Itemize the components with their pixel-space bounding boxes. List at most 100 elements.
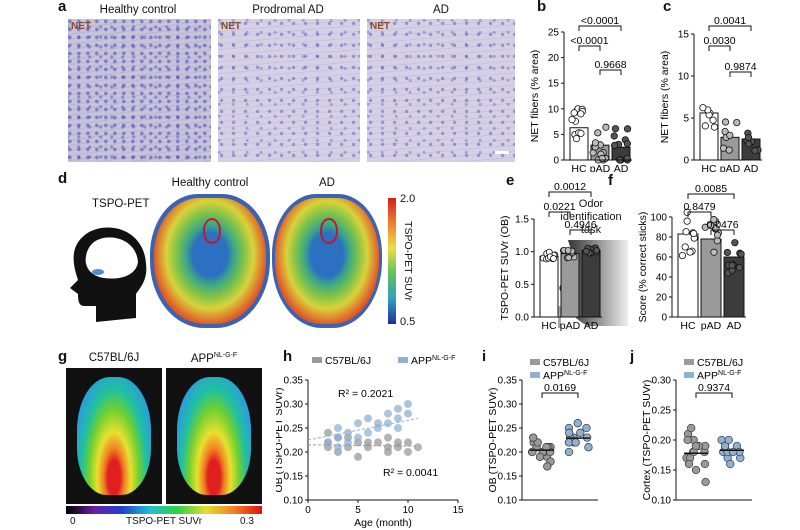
chart-j-y-tick-label: 0.25 <box>652 406 672 417</box>
chart-e-bar <box>560 253 580 318</box>
chart-f-data-point <box>735 263 744 272</box>
mouse-colorbar-max: 0.3 <box>240 516 254 527</box>
chart-h-r2-app: R² = 0.2021 <box>338 388 393 400</box>
chart-i-legend-swatch <box>530 359 540 365</box>
chart-j-data-point <box>700 459 710 469</box>
chart-e-y-tick-label: 1.0 <box>515 247 529 258</box>
scale-bar <box>495 151 509 154</box>
histology-image-ad: NET <box>367 19 515 162</box>
odor-label-line: Odor <box>578 198 604 210</box>
chart-f-data-point <box>731 239 739 247</box>
chart-e-x-tick-label: HC <box>541 320 557 332</box>
pet-title-ad: AD <box>319 177 335 189</box>
chart-h-data-point <box>334 424 342 432</box>
chart-i-sig-bracket <box>541 392 579 398</box>
chart-c-net-fibers: 0 5 10 15 NET fibers (% area) HC pAD AD 0.0041 0.… <box>659 15 762 172</box>
chart-b-data-point <box>611 125 620 133</box>
chart-f-sig-bracket <box>687 193 735 199</box>
chart-h-y-tick-label: 0.15 <box>284 472 304 483</box>
chart-f-data-point <box>683 217 691 225</box>
chart-b-data-point <box>623 140 631 148</box>
chart-j-y-tick-label: 0.30 <box>652 376 672 387</box>
chart-i-y-tick-label: 0.30 <box>498 400 518 411</box>
chart-h-x-tick-label: 10 <box>402 505 414 516</box>
chart-e-sig-label: 0.0221 <box>543 201 575 213</box>
chart-j-sig-label: 0.9374 <box>698 382 730 394</box>
chart-f-data-point <box>710 248 718 256</box>
chart-f-data-point <box>737 250 745 258</box>
chart-h-data-point <box>374 438 382 447</box>
histology-image-hc: NET <box>68 19 211 162</box>
chart-h-data-point <box>394 414 402 423</box>
chart-f-y-label: Score (% correct sticks) <box>637 212 649 323</box>
chart-i-y-tick-label: 0.10 <box>498 496 518 507</box>
chart-e-y-tick-label: 0.0 <box>515 313 529 324</box>
chart-h-data-point <box>364 428 372 437</box>
chart-c-data-point <box>709 116 717 124</box>
panel-letter-d: d <box>58 170 68 187</box>
chart-h-data-point <box>364 414 372 423</box>
chart-f-data-point <box>681 243 689 251</box>
chart-f-x-tick-label: HC <box>680 320 696 332</box>
chart-j-data-point <box>724 435 733 445</box>
chart-j-sig-bracket <box>695 392 733 398</box>
chart-h-y-tick-label: 0.35 <box>284 376 304 387</box>
chart-f-data-point <box>682 228 690 236</box>
chart-h-data-point <box>334 443 342 452</box>
chart-h-legend-swatch <box>398 357 408 363</box>
chart-e-data-point <box>593 246 600 254</box>
chart-b-data-point <box>577 129 585 137</box>
chart-f-data-point <box>723 248 731 257</box>
chart-j-data-point <box>687 423 696 433</box>
panel-letter-c: c <box>663 0 672 15</box>
panel-letter-h: h <box>283 348 293 365</box>
chart-e-data-point <box>565 254 573 262</box>
chart-h-data-point <box>394 404 402 413</box>
mouse-colorbar-label: TSPO-PET SUVr <box>125 516 203 527</box>
chart-c-x-tick-label: pAD <box>720 163 741 172</box>
chart-j-data-point <box>683 435 692 445</box>
chart-h-data-point <box>384 443 392 452</box>
chart-f-y-tick-label: 0 <box>661 313 667 324</box>
chart-h-data-point <box>354 433 362 442</box>
chart-j-legend-label: APPNL-G-F <box>697 370 741 382</box>
chart-j-data-point <box>684 459 694 469</box>
chart-b-data-point <box>568 115 576 124</box>
chart-f-data-point <box>713 231 722 239</box>
chart-h-legend-swatch <box>312 357 322 363</box>
chart-b-y-tick-label: 25 <box>548 28 560 39</box>
odor-task-label: Odor identification task <box>556 198 626 237</box>
chart-j-data-point <box>691 441 701 451</box>
chart-f-y-tick-label: 40 <box>656 273 668 284</box>
chart-c-data-point <box>733 118 741 127</box>
chart-h-data-point <box>404 400 412 408</box>
chart-i-y-label: OB (TSPO-PET SUVr) <box>487 387 499 492</box>
chart-c-data-point <box>699 104 707 112</box>
chart-i-legend-label: C57BL/6J <box>543 357 589 369</box>
chart-h-x-tick-label: 0 <box>305 505 311 516</box>
chart-e-x-tick-label: AD <box>584 320 599 332</box>
chart-c-data-point <box>725 146 733 154</box>
panel-letter-g: g <box>58 348 68 365</box>
chart-b-x-tick-label: HC <box>571 163 587 172</box>
chart-e-sig-label: 0.0012 <box>554 182 586 193</box>
chart-b-sig-bracket <box>599 69 622 75</box>
chart-h-legend-label: APPNL-G-F <box>411 355 455 367</box>
chart-h-data-point <box>404 438 412 447</box>
chart-c-data-point <box>721 118 730 126</box>
chart-h-data-point <box>384 409 392 418</box>
chart-f-y-tick-label: 60 <box>656 253 668 264</box>
chart-i-sig-label: 0.0169 <box>544 382 576 394</box>
chart-f-x-tick-label: pAD <box>701 320 722 332</box>
chart-c-data-point <box>744 133 753 142</box>
chart-c-data-point <box>726 131 734 139</box>
panel-letter-a: a <box>58 0 67 15</box>
chart-j-legend-swatch <box>684 359 694 365</box>
chart-h-data-point <box>324 428 332 437</box>
pet-colorbar-min: 0.5 <box>400 316 416 328</box>
chart-h-r2-wt: R² = 0.0041 <box>383 467 438 479</box>
chart-b-y-tick-label: 0 <box>553 156 559 167</box>
chart-h-y-label: OB (TSPO-PET SUVr) <box>276 387 285 492</box>
histology-title-hc: Healthy control <box>99 4 177 16</box>
